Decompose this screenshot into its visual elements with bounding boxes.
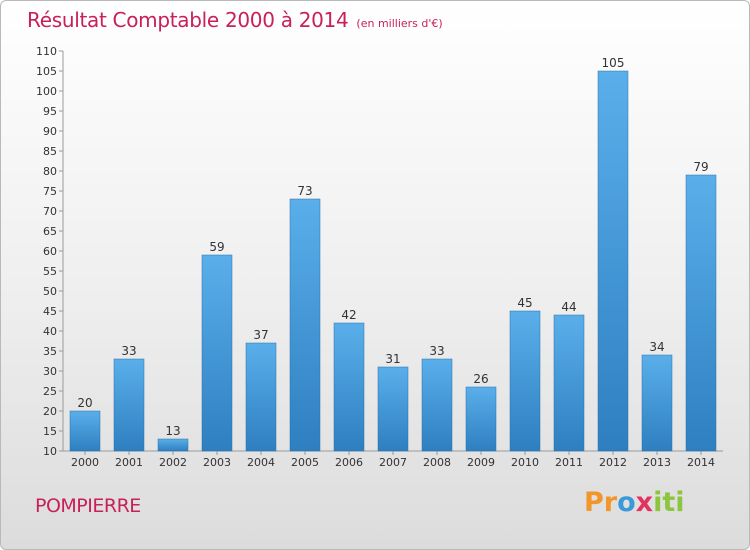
bar-2011 [553,314,585,452]
y-tick-label: 60 [43,245,57,258]
data-label-2008: 33 [429,344,444,358]
commune-name: POMPIERRE [35,495,141,517]
y-tick-label: 70 [43,205,57,218]
y-tick-label: 45 [43,305,57,318]
bars-group: 20 33 13 59 37 73 42 31 33 26 45 44 105 34 79 [69,56,717,452]
x-tick-label: 2011 [555,456,583,469]
logo-part-1: Pr [584,487,618,518]
bar-2002 [157,438,189,452]
proxiti-logo: Proxiti [584,487,685,518]
data-label-2004: 37 [253,328,268,342]
y-tick-label: 85 [43,145,57,158]
data-label-2001: 33 [121,344,136,358]
bar-2008 [421,358,453,452]
y-tick-label: 95 [43,105,57,118]
y-tick-label: 40 [43,325,57,338]
x-tick-label: 2003 [203,456,231,469]
y-tick-label: 75 [43,185,57,198]
data-label-2011: 44 [561,300,576,314]
logo-part-2: o [617,487,636,518]
y-tick-label: 100 [36,85,57,98]
y-tick-label: 25 [43,385,57,398]
y-tick-label: 50 [43,285,57,298]
data-label-2012: 105 [602,56,625,70]
data-label-2005: 73 [297,184,312,198]
y-tick-label: 35 [43,345,57,358]
x-tick-label: 2007 [379,456,407,469]
bar-2009 [465,386,497,452]
chart-unit-text: (en milliers d'€) [356,17,443,30]
data-label-2014: 79 [693,160,708,174]
x-tick-label: 2004 [247,456,275,469]
bar-2012 [597,70,629,452]
x-tick-label: 2009 [467,456,495,469]
y-tick-label: 30 [43,365,57,378]
x-tick-label: 2000 [71,456,99,469]
x-tick-label: 2001 [115,456,143,469]
bar-2003 [201,254,233,452]
bar-2007 [377,366,409,452]
bar-2014 [685,174,717,452]
data-label-2007: 31 [385,352,400,366]
axes: 10 15 20 25 30 35 40 45 50 55 60 65 70 75 80 85 90 95 100 1… [36,45,723,469]
bar-2013 [641,354,673,452]
data-label-2000: 20 [77,396,92,410]
chart-title: Résultat Comptable 2000 à 2014 (en millie… [27,8,443,32]
y-tick-label: 80 [43,165,57,178]
chart-title-text: Résultat Comptable 2000 à 2014 [27,8,349,32]
y-tick-label: 110 [36,45,57,58]
y-tick-label: 55 [43,265,57,278]
y-tick-label: 20 [43,405,57,418]
x-tick-label: 2008 [423,456,451,469]
data-label-2006: 42 [341,308,356,322]
data-label-2003: 59 [209,240,224,254]
x-tick-label: 2012 [599,456,627,469]
y-tick-label: 90 [43,125,57,138]
bar-2004 [245,342,277,452]
y-tick-label: 15 [43,425,57,438]
data-label-2013: 34 [649,340,664,354]
x-tick-label: 2005 [291,456,319,469]
x-tick-label: 2006 [335,456,363,469]
y-tick-label: 10 [43,445,57,458]
data-label-2002: 13 [165,424,180,438]
x-tick-label: 2010 [511,456,539,469]
x-tick-label: 2002 [159,456,187,469]
y-tick-label: 65 [43,225,57,238]
bar-2006 [333,322,365,452]
logo-part-3: x [635,487,654,518]
bar-2010 [509,310,541,452]
logo-part-4: iti [653,487,685,518]
bar-2001 [113,358,145,452]
data-label-2010: 45 [517,296,532,310]
x-tick-label: 2014 [687,456,715,469]
data-label-2009: 26 [473,372,488,386]
y-tick-label: 105 [36,65,57,78]
bar-2000 [69,410,101,452]
x-tick-label: 2013 [643,456,671,469]
bar-2005 [289,198,321,452]
